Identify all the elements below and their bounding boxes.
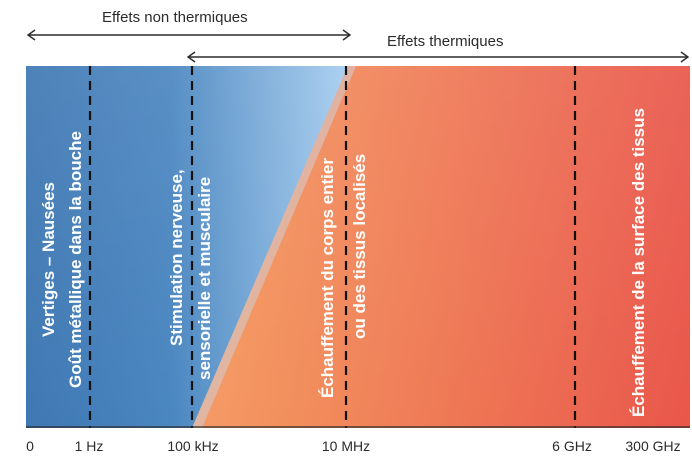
tick-label-100khz: 100 kHz xyxy=(167,438,219,454)
frequency-effects-band xyxy=(26,66,690,428)
tick-label-6ghz: 6 GHz xyxy=(552,438,592,454)
zone-body-text-2: ou des tissus localisés xyxy=(350,153,369,339)
non-thermal-effects-label: Effets non thermiques xyxy=(102,9,248,26)
tick-label-10mhz: 10 MHz xyxy=(321,438,371,454)
tick-label-0: 0 xyxy=(26,438,34,454)
zone-low-freq-text-2: Goût métallique dans la bouche xyxy=(66,131,85,388)
zone-nerve-text-1: Stimulation nerveuse, xyxy=(167,169,186,346)
non-thermal-range-arrow xyxy=(26,29,352,41)
tick-label-1hz: 1 Hz xyxy=(74,438,104,454)
tick-label-300ghz: 300 GHz xyxy=(625,438,681,454)
thermal-range-arrow xyxy=(186,51,690,63)
zone-surface-text: Échauffement de la surface des tissus xyxy=(629,108,648,417)
zone-body-text-1: Échauffement du corps entier xyxy=(318,158,337,398)
thermal-effects-label: Effets thermiques xyxy=(387,33,504,50)
zone-nerve-text-2: sensorielle et musculaire xyxy=(195,176,214,380)
zone-low-freq-text-1: Vertiges – Nausées xyxy=(39,182,58,337)
